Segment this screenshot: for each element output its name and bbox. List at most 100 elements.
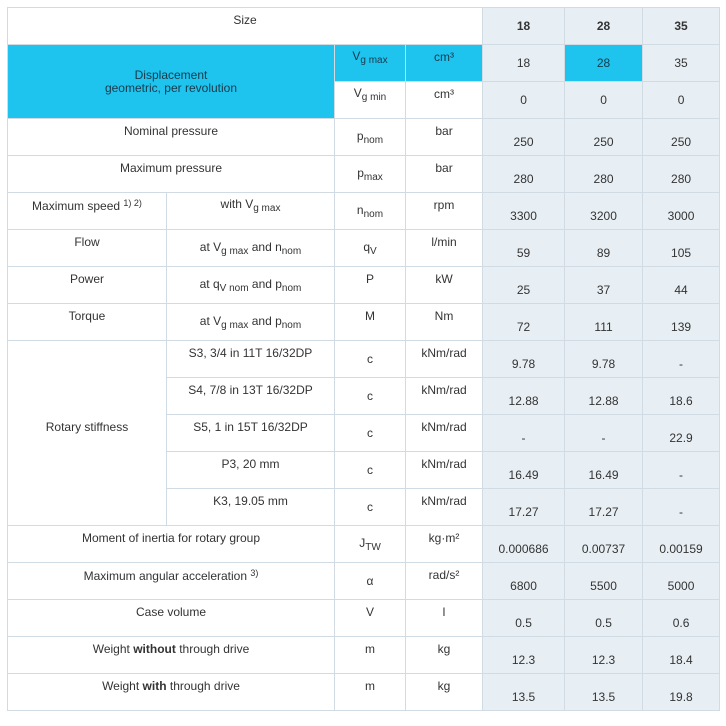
value-cell: 0.00737 bbox=[564, 525, 644, 563]
symbol-cell: M bbox=[334, 303, 406, 341]
value-cell: 0.5 bbox=[482, 599, 566, 637]
displacement-label: Displacement geometric, per revolution bbox=[7, 44, 335, 119]
value-cell: 16.49 bbox=[564, 451, 644, 489]
weight-with-row: Weight with through drive m kg 13.5 13.5… bbox=[7, 673, 721, 711]
shaft-cell: S4, 7/8 in 13T 16/32DP bbox=[166, 377, 335, 415]
value-cell: 22.9 bbox=[642, 414, 721, 452]
displacement-min-symbol: Vg min bbox=[334, 81, 406, 119]
unit-cell: bar bbox=[404, 118, 484, 156]
moment-of-inertia-row: Moment of inertia for rotary group JTW k… bbox=[7, 525, 721, 563]
displacement-min-row: Vg min cm³ 0 0 0 bbox=[8, 81, 721, 119]
shaft-cell: K3, 19.05 mm bbox=[166, 488, 335, 526]
value-cell: 280 bbox=[482, 155, 566, 193]
value-cell: - bbox=[642, 488, 721, 526]
displacement-max-unit: cm³ bbox=[404, 44, 484, 82]
value-cell: 280 bbox=[642, 155, 721, 193]
row-label: Weight without through drive bbox=[7, 636, 335, 674]
unit-cell: kg bbox=[404, 636, 484, 674]
value-cell: 9.78 bbox=[564, 340, 644, 378]
shaft-cell: P3, 20 mm bbox=[166, 451, 335, 489]
symbol-cell: m bbox=[334, 636, 406, 674]
case-volume-row: Case volume V l 0.5 0.5 0.6 bbox=[7, 599, 721, 637]
value-cell: 9.78 bbox=[482, 340, 566, 378]
value-cell: 44 bbox=[642, 266, 721, 304]
value-cell: 18.6 bbox=[642, 377, 721, 415]
shaft-cell: S5, 1 in 15T 16/32DP bbox=[166, 414, 335, 452]
symbol-cell: V bbox=[334, 599, 406, 637]
value-cell: 17.27 bbox=[482, 488, 566, 526]
size-18-header: 18 bbox=[482, 7, 566, 45]
symbol-cell: P bbox=[334, 266, 406, 304]
value-cell: 0.00159 bbox=[642, 525, 721, 563]
symbol-cell: c bbox=[334, 451, 406, 489]
value-cell: 89 bbox=[564, 229, 644, 267]
value-cell: 37 bbox=[564, 266, 644, 304]
row-label: Torque bbox=[7, 303, 167, 341]
symbol-cell: qV bbox=[334, 229, 406, 267]
symbol-cell: c bbox=[334, 377, 406, 415]
header-row: Size 18 28 35 bbox=[6, 7, 721, 45]
value-cell: 25 bbox=[482, 266, 566, 304]
value-cell: 139 bbox=[642, 303, 721, 341]
value-cell: 0.000686 bbox=[482, 525, 566, 563]
value-cell: 250 bbox=[482, 118, 566, 156]
value-cell: 0.6 bbox=[642, 599, 721, 637]
value-cell: 12.3 bbox=[482, 636, 566, 674]
value-cell: - bbox=[482, 414, 566, 452]
rotary-stiffness-row: S4, 7/8 in 13T 16/32DP c kNm/rad 12.88 1… bbox=[8, 377, 721, 415]
value-cell: 12.3 bbox=[564, 636, 644, 674]
value-cell: 35 bbox=[642, 44, 721, 82]
angular-acceleration-row: Maximum angular acceleration 3) α rad/s²… bbox=[7, 562, 721, 600]
unit-cell: l/min bbox=[404, 229, 484, 267]
value-cell: 16.49 bbox=[482, 451, 566, 489]
unit-cell: bar bbox=[404, 155, 484, 193]
value-cell: - bbox=[642, 451, 721, 489]
value-cell: 105 bbox=[642, 229, 721, 267]
row-label: Maximum angular acceleration 3) bbox=[7, 562, 335, 600]
symbol-cell: α bbox=[334, 562, 406, 600]
value-cell: 111 bbox=[564, 303, 644, 341]
condition-cell: at qV nom and pnom bbox=[166, 266, 335, 304]
torque-row: Torque at Vg max and pnom M Nm 72 111 13… bbox=[7, 303, 721, 341]
shaft-cell: S3, 3/4 in 11T 16/32DP bbox=[166, 340, 335, 378]
unit-cell: Nm bbox=[404, 303, 484, 341]
value-cell: 0.5 bbox=[564, 599, 644, 637]
rotary-stiffness-label: Rotary stiffness bbox=[7, 340, 167, 526]
value-cell: 18 bbox=[482, 44, 566, 82]
value-cell: 5500 bbox=[564, 562, 644, 600]
unit-cell: kNm/rad bbox=[404, 377, 484, 415]
value-cell: 18.4 bbox=[642, 636, 721, 674]
value-cell: 6800 bbox=[482, 562, 566, 600]
value-cell: 13.5 bbox=[564, 673, 644, 711]
unit-cell: kNm/rad bbox=[404, 414, 484, 452]
value-cell: 3200 bbox=[564, 192, 644, 230]
condition-cell: with Vg max bbox=[166, 192, 335, 230]
displacement-min-unit: cm³ bbox=[404, 81, 484, 119]
maximum-pressure-row: Maximum pressure pmax bar 280 280 280 bbox=[7, 155, 721, 193]
size-28-header: 28 bbox=[564, 7, 644, 45]
value-cell: 250 bbox=[564, 118, 644, 156]
value-cell: 0 bbox=[564, 81, 644, 119]
condition-cell: at Vg max and nnom bbox=[166, 229, 335, 267]
value-cell: 12.88 bbox=[564, 377, 644, 415]
row-label: Case volume bbox=[7, 599, 335, 637]
value-cell: 12.88 bbox=[482, 377, 566, 415]
row-label: Nominal pressure bbox=[7, 118, 335, 156]
rotary-stiffness-row: Rotary stiffness S3, 3/4 in 11T 16/32DP … bbox=[7, 340, 721, 526]
value-cell: 3000 bbox=[642, 192, 721, 230]
value-cell-highlighted: 28 bbox=[564, 44, 644, 82]
value-cell: 72 bbox=[482, 303, 566, 341]
value-cell: - bbox=[642, 340, 721, 378]
row-label: Maximum pressure bbox=[7, 155, 335, 193]
spec-table-wrapper: Size 18 28 35 Displacement geometric, per… bbox=[6, 7, 721, 711]
symbol-cell: pmax bbox=[334, 155, 406, 193]
size-35-header: 35 bbox=[642, 7, 721, 45]
row-label: Weight with through drive bbox=[7, 673, 335, 711]
value-cell: 19.8 bbox=[642, 673, 721, 711]
symbol-cell: JTW bbox=[334, 525, 406, 563]
unit-cell: kNm/rad bbox=[404, 488, 484, 526]
condition-cell: at Vg max and pnom bbox=[166, 303, 335, 341]
symbol-cell: c bbox=[334, 488, 406, 526]
unit-cell: kNm/rad bbox=[404, 451, 484, 489]
unit-cell: kNm/rad bbox=[404, 340, 484, 378]
